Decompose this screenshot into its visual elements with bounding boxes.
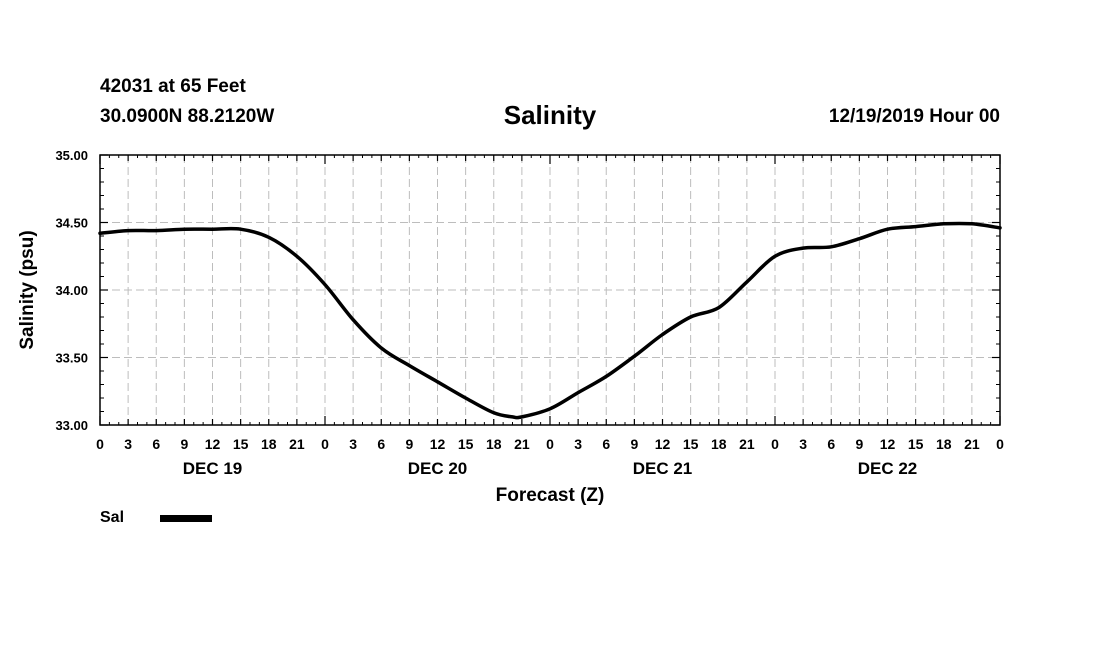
x-axis-title: Forecast (Z) [496, 485, 605, 506]
x-tick-label: 12 [655, 436, 671, 452]
day-label: DEC 20 [408, 459, 468, 478]
x-tick-label: 0 [996, 436, 1004, 452]
x-tick-label: 12 [430, 436, 446, 452]
station-label: 42031 at 65 Feet [100, 76, 246, 97]
x-tick-label: 18 [486, 436, 502, 452]
ticks-layer [99, 154, 1001, 426]
legend-label: Sal [100, 509, 125, 526]
x-tick-label: 12 [205, 436, 221, 452]
forecast-run-label: 12/19/2019 Hour 00 [828, 106, 1000, 127]
x-tick-label: 0 [321, 436, 329, 452]
x-tick-label: 21 [514, 436, 530, 452]
grid-layer [100, 155, 1000, 425]
x-tick-label: 6 [827, 436, 835, 452]
x-tick-label: 21 [739, 436, 755, 452]
x-tick-label: 0 [771, 436, 779, 452]
x-tick-label: 15 [233, 436, 249, 452]
x-tick-label: 18 [936, 436, 952, 452]
x-tick-label: 21 [289, 436, 305, 452]
x-tick-label: 3 [124, 436, 132, 452]
legend: Sal [100, 509, 212, 527]
x-tick-label: 18 [711, 436, 727, 452]
x-tick-label: 18 [261, 436, 277, 452]
x-tick-label: 15 [908, 436, 924, 452]
chart-title: Salinity [503, 100, 597, 130]
y-tick-label: 34.50 [55, 216, 88, 231]
x-tick-label: 15 [458, 436, 474, 452]
x-tick-label: 3 [349, 436, 357, 452]
x-tick-label: 15 [683, 436, 699, 452]
x-tick-label: 6 [152, 436, 160, 452]
day-label: DEC 19 [183, 459, 243, 478]
x-tick-label: 3 [799, 436, 807, 452]
x-tick-label: 9 [855, 436, 863, 452]
x-tick-label: 12 [880, 436, 896, 452]
x-tick-label: 0 [96, 436, 104, 452]
x-tick-label: 9 [180, 436, 188, 452]
day-label: DEC 22 [858, 459, 918, 478]
y-axis-title: Salinity (psu) [17, 230, 38, 349]
x-tick-label: 9 [405, 436, 413, 452]
labels-layer: 0 3 6 9 12 15 18 21 0 3 6 9 12 15 18 21 0 3 6 9 12 15 18 21 0 3 6 9… [55, 148, 1004, 478]
series-line-sal [98, 221, 1002, 420]
x-tick-label: 6 [377, 436, 385, 452]
x-tick-label: 21 [964, 436, 980, 452]
coordinates-label: 30.0900N 88.2120W [100, 106, 275, 127]
x-tick-label: 9 [630, 436, 638, 452]
y-tick-label: 35.00 [55, 148, 88, 163]
x-tick-label: 6 [602, 436, 610, 452]
y-tick-label: 33.50 [55, 351, 88, 366]
y-tick-label: 34.00 [55, 283, 88, 298]
day-label: DEC 21 [633, 459, 693, 478]
y-tick-label: 33.00 [55, 418, 88, 433]
x-tick-label: 3 [574, 436, 582, 452]
x-tick-label: 0 [546, 436, 554, 452]
legend-swatch [160, 514, 212, 522]
